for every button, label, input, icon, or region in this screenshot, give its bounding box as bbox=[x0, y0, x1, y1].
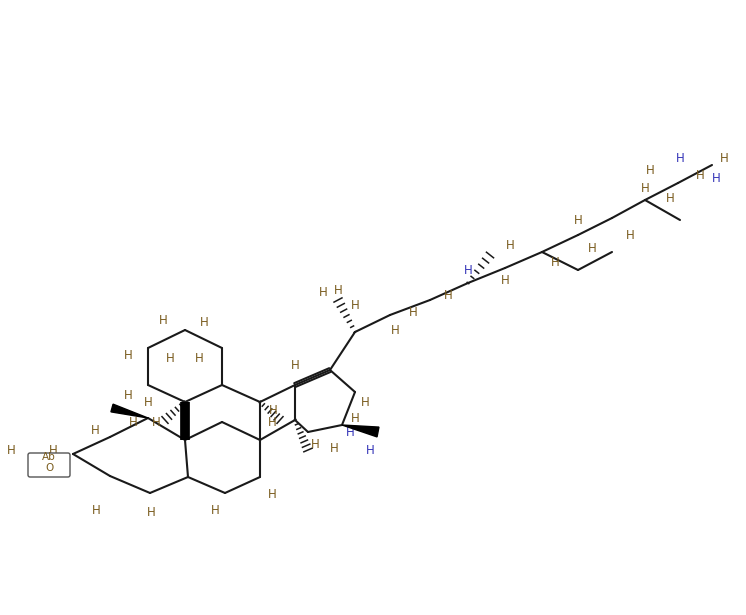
Polygon shape bbox=[342, 425, 379, 437]
Text: H: H bbox=[195, 352, 204, 365]
Text: H: H bbox=[129, 416, 138, 429]
Text: H: H bbox=[91, 424, 100, 437]
Text: H: H bbox=[333, 284, 342, 296]
Text: H: H bbox=[152, 416, 160, 429]
Text: H: H bbox=[444, 288, 452, 301]
Text: H: H bbox=[712, 172, 721, 184]
Text: H: H bbox=[551, 255, 560, 269]
Text: H: H bbox=[291, 359, 299, 371]
Text: H: H bbox=[159, 314, 168, 327]
Text: H: H bbox=[645, 164, 654, 177]
Text: H: H bbox=[92, 504, 101, 517]
Text: H: H bbox=[147, 506, 155, 518]
FancyBboxPatch shape bbox=[28, 453, 70, 477]
Polygon shape bbox=[111, 404, 148, 418]
Text: Ab
O: Ab O bbox=[42, 451, 56, 474]
Text: H: H bbox=[463, 263, 472, 277]
Text: H: H bbox=[720, 151, 729, 164]
Text: H: H bbox=[330, 442, 339, 454]
Text: H: H bbox=[210, 504, 219, 517]
Text: H: H bbox=[410, 306, 418, 319]
Text: H: H bbox=[310, 438, 319, 451]
Text: H: H bbox=[7, 443, 16, 456]
Text: H: H bbox=[268, 416, 276, 429]
Text: H: H bbox=[269, 403, 278, 416]
Text: H: H bbox=[642, 181, 650, 194]
Text: H: H bbox=[166, 352, 175, 365]
Text: H: H bbox=[588, 242, 596, 255]
Text: H: H bbox=[695, 169, 704, 181]
Text: H: H bbox=[345, 426, 354, 438]
Text: H: H bbox=[200, 315, 209, 328]
Text: H: H bbox=[49, 443, 58, 456]
Text: H: H bbox=[501, 274, 510, 287]
Text: H: H bbox=[366, 443, 374, 456]
Text: H: H bbox=[360, 395, 369, 408]
Text: H: H bbox=[676, 151, 684, 164]
Text: H: H bbox=[506, 239, 515, 252]
Text: H: H bbox=[319, 285, 328, 298]
Text: H: H bbox=[665, 191, 674, 205]
Text: H: H bbox=[351, 298, 360, 312]
Text: H: H bbox=[268, 488, 276, 501]
Text: H: H bbox=[391, 323, 399, 336]
Text: H: H bbox=[144, 395, 152, 408]
Text: H: H bbox=[351, 411, 360, 424]
Text: H: H bbox=[125, 349, 133, 362]
Text: H: H bbox=[626, 229, 634, 242]
Text: H: H bbox=[574, 213, 583, 226]
Text: H: H bbox=[125, 389, 133, 402]
